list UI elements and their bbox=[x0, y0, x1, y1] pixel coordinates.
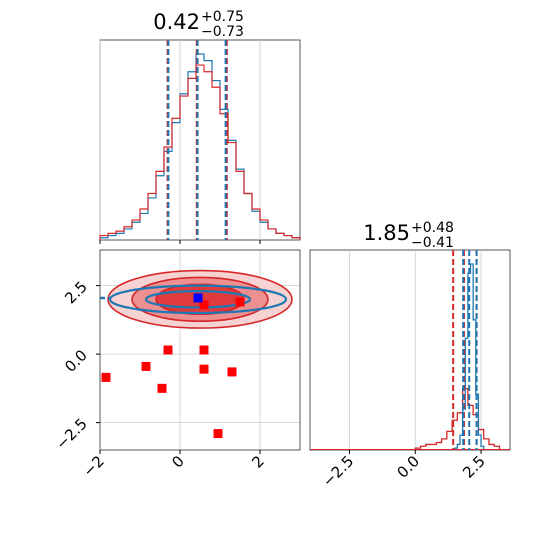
marginal-2-title-lower: −0.41 bbox=[411, 235, 454, 251]
density-contour-blue bbox=[144, 289, 252, 309]
red-marker bbox=[199, 300, 209, 310]
marginal-2-title-upper: +0.48 bbox=[411, 220, 454, 236]
red-marker bbox=[199, 364, 209, 374]
panel-frame bbox=[309, 249, 511, 451]
marginal-1-title-lower: −0.73 bbox=[201, 24, 244, 40]
x-tick-label: 2 bbox=[248, 452, 267, 471]
x-tick-label: −2 bbox=[79, 452, 107, 480]
red-marker bbox=[101, 372, 111, 382]
red-marker bbox=[141, 361, 151, 371]
marginal-1-title-upper: +0.75 bbox=[201, 9, 244, 25]
marginal-histogram-param-1: 0.42 +0.75 −0.73 bbox=[99, 9, 301, 244]
y-tick-label: 2.5 bbox=[61, 278, 91, 308]
marginal-histogram-param-2: −2.5 0.0 2.5 1.85 +0.48 −0.41 bbox=[309, 220, 511, 491]
marginal-1-title-median: 0.42 bbox=[153, 10, 200, 34]
density-contour-blue bbox=[108, 284, 288, 315]
x-tick-label: 2.5 bbox=[459, 452, 489, 482]
joint-scatter-param-1-param-2: −2 0 2 2.5 0.0 −2.5 bbox=[52, 249, 301, 480]
red-marker bbox=[213, 429, 223, 439]
x-tick-label: 0.0 bbox=[393, 452, 423, 482]
y-tick-label: −2.5 bbox=[52, 415, 90, 453]
histogram-step bbox=[99, 53, 301, 240]
red-marker bbox=[227, 367, 237, 377]
red-marker bbox=[157, 383, 167, 393]
histogram-step bbox=[99, 64, 301, 240]
panel-frame bbox=[99, 249, 301, 451]
panel-frame bbox=[99, 39, 301, 241]
x-tick-label: −2.5 bbox=[319, 452, 357, 490]
red-marker bbox=[163, 345, 173, 355]
red-marker bbox=[199, 345, 209, 355]
blue-marker bbox=[193, 293, 203, 303]
x-tick-label: 0 bbox=[168, 452, 187, 471]
red-marker bbox=[235, 297, 245, 307]
marginal-2-title-median: 1.85 bbox=[363, 221, 410, 245]
y-tick-label: 0.0 bbox=[61, 346, 91, 376]
histogram-step bbox=[414, 387, 501, 450]
